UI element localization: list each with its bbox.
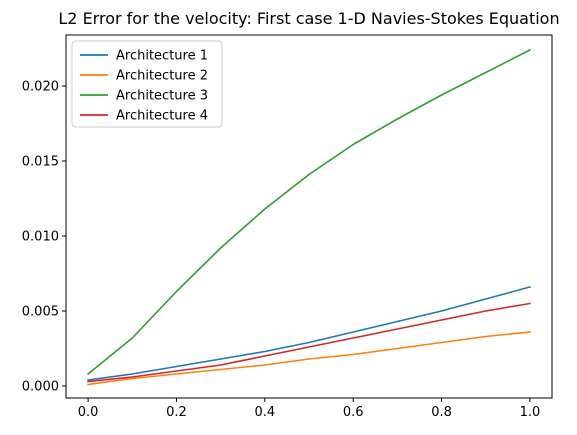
x-tick-label: 0.4 — [254, 405, 275, 420]
x-tick-label: 0.8 — [431, 405, 452, 420]
series-line-4 — [87, 302, 531, 383]
plot-frame — [65, 34, 553, 399]
y-tick-label: 0.005 — [22, 305, 59, 320]
y-axis: 0.000 0.005 0.010 0.015 0.020 — [22, 80, 66, 395]
x-axis: 0.0 0.2 0.4 0.6 0.8 1.0 — [78, 398, 541, 420]
x-tick-label: 0.2 — [166, 405, 187, 420]
y-tick-label: 0.000 — [22, 380, 59, 395]
legend: Architecture 1 Architecture 2 Architecture… — [71, 40, 223, 128]
legend-label: Architecture 2 — [116, 69, 208, 84]
x-tick-label: 1.0 — [520, 405, 541, 420]
plot-lines — [86, 48, 531, 386]
series-line-3 — [86, 48, 531, 376]
legend-label: Architecture 1 — [116, 49, 208, 64]
y-tick-label: 0.020 — [22, 80, 59, 95]
legend-box — [71, 40, 223, 128]
series-line-1 — [87, 286, 531, 381]
legend-label: Architecture 4 — [116, 109, 208, 124]
y-tick-label: 0.010 — [22, 230, 59, 245]
y-tick-label: 0.015 — [22, 155, 59, 170]
series-line-2 — [87, 331, 531, 386]
legend-label: Architecture 3 — [116, 89, 208, 104]
x-tick-label: 0.6 — [343, 405, 364, 420]
chart-title: L2 Error for the velocity: First case 1-… — [58, 9, 559, 28]
x-tick-label: 0.0 — [78, 405, 99, 420]
